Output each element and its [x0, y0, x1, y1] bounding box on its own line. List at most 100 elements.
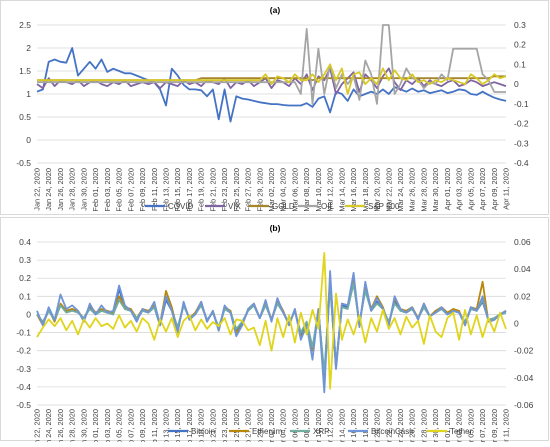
x-tick-label: Feb 13, 2020	[161, 409, 170, 442]
chart-a: -0.5 0 0.5 1 1.5 2 2.5 -0.4 -0.3 -0.2 -0.1 0 0.1 0.2 0…	[16, 20, 529, 212]
x-tick-label: Feb 23, 2020	[220, 168, 229, 212]
y-left-tick-label: 0	[26, 309, 31, 319]
y-left-tick-label: 0.3	[19, 255, 31, 265]
x-tick-label: Jan 28, 2020	[68, 168, 77, 211]
x-tick-label: Jan 24, 2020	[44, 168, 53, 211]
x-tick-label: Mar 14, 2020	[337, 409, 346, 442]
x-tick-label: Feb 19, 2020	[197, 168, 206, 212]
y-left-tick-label: 2	[26, 43, 31, 53]
x-tick-label: Feb 09, 2020	[138, 409, 147, 442]
x-tick-label: Apr 05, 2020	[466, 168, 475, 210]
x-tick-label: Feb 27, 2020	[244, 409, 253, 442]
y-right-tick-label: 0	[514, 319, 519, 329]
x-tick-label: Jan 22, 2020	[33, 168, 42, 211]
legend-label: S&P 500	[368, 202, 400, 211]
x-tick-label: Feb 07, 2020	[126, 168, 135, 212]
legend-label: VIX	[228, 202, 242, 211]
x-tick-label: Mar 28, 2020	[419, 168, 428, 212]
x-tick-label: Feb 03, 2020	[103, 409, 112, 442]
x-tick-label: Mar 10, 2020	[314, 168, 323, 212]
x-tick-label: Mar 30, 2020	[431, 409, 440, 442]
y-left-tick-label: -0.3	[16, 364, 31, 374]
y-right-tick-label: -0.4	[514, 158, 529, 168]
y-left-tick-label: 1.5	[19, 66, 31, 76]
x-tick-label: Feb 01, 2020	[91, 168, 100, 212]
x-tick-label: Feb 15, 2020	[173, 168, 182, 212]
chart-b-title: (b)	[270, 223, 281, 233]
y-right-tick-label: 0.1	[514, 59, 526, 69]
x-tick-label: Feb 05, 2020	[115, 409, 124, 442]
x-tick-label: Mar 22, 2020	[384, 168, 393, 212]
x-tick-label: Apr 01, 2020	[443, 409, 452, 442]
y-right-tick-label: 0.3	[514, 20, 526, 30]
legend-label: GOLD	[272, 202, 295, 211]
chart-b: -0.5 -0.4 -0.3 -0.2 -0.1 0 0.1 0.2 0.3 0.4 -0.06 -0…	[16, 237, 534, 447]
x-tick-label: Feb 25, 2020	[232, 168, 241, 212]
x-tick-label: Mar 04, 2020	[279, 409, 288, 442]
y-right-tick-label: 0.2	[514, 40, 526, 50]
chart-b-border	[0, 217, 549, 441]
x-tick-label: Feb 19, 2020	[197, 409, 206, 442]
y-right-tick-label: -0.02	[514, 346, 534, 356]
x-tick-label: Mar 02, 2020	[267, 409, 276, 442]
y-left-tick-label: 1	[26, 89, 31, 99]
legend-label: Etherum	[252, 427, 283, 436]
x-tick-label: Feb 15, 2020	[173, 409, 182, 442]
y-right-tick-label: -0.04	[514, 373, 534, 383]
series-line-covid	[36, 47, 507, 123]
y-left-tick-label: 0.5	[19, 112, 31, 122]
legend-label: Tether	[450, 427, 473, 436]
y-left-tick-label: 0.4	[19, 237, 31, 247]
x-tick-label: Feb 29, 2020	[255, 409, 264, 442]
x-tick-label: Feb 21, 2020	[208, 409, 217, 442]
x-tick-label: Apr 11, 2020	[502, 409, 511, 442]
x-tick-label: Mar 20, 2020	[373, 168, 382, 212]
x-tick-label: Feb 29, 2020	[255, 168, 264, 212]
x-tick-label: Mar 10, 2020	[314, 409, 323, 442]
x-tick-label: Mar 18, 2020	[361, 168, 370, 212]
x-tick-label: Feb 21, 2020	[208, 168, 217, 212]
x-tick-label: Feb 11, 2020	[150, 409, 159, 442]
x-tick-label: Feb 01, 2020	[91, 409, 100, 442]
series-line-tether	[36, 251, 507, 390]
chart-a-border	[0, 0, 549, 215]
x-tick-label: Feb 17, 2020	[185, 409, 194, 442]
x-tick-label: Apr 05, 2020	[466, 409, 475, 442]
x-tick-label: Apr 09, 2020	[490, 168, 499, 210]
x-tick-label: Feb 13, 2020	[161, 168, 170, 212]
x-tick-label: Feb 03, 2020	[103, 168, 112, 212]
x-tick-label: Apr 03, 2020	[455, 168, 464, 210]
y-right-tick-label: 0.04	[514, 264, 531, 274]
y-left-tick-label: 0.2	[19, 273, 31, 283]
x-tick-label: Mar 04, 2020	[279, 168, 288, 212]
x-tick-label: Mar 14, 2020	[337, 168, 346, 212]
x-tick-label: Apr 03, 2020	[455, 409, 464, 442]
x-tick-label: Jan 30, 2020	[79, 168, 88, 211]
y-right-tick-label: 0.02	[514, 291, 531, 301]
legend-label: BitcoinCash	[371, 427, 414, 436]
x-tick-label: Mar 08, 2020	[302, 409, 311, 442]
x-tick-label: Mar 20, 2020	[373, 409, 382, 442]
x-tick-label: Mar 16, 2020	[349, 168, 358, 212]
x-tick-label: Mar 12, 2020	[326, 409, 335, 442]
y-left-tick-label: 0.1	[19, 291, 31, 301]
x-tick-label: Feb 17, 2020	[185, 168, 194, 212]
y-left-tick-label: -0.4	[16, 382, 31, 392]
legend-label: COVID	[168, 202, 194, 211]
series-line-bitcoincash	[36, 270, 507, 394]
x-tick-label: Mar 26, 2020	[408, 409, 417, 442]
x-tick-label: Mar 26, 2020	[408, 168, 417, 212]
y-right-tick-label: -0.1	[514, 99, 529, 109]
x-tick-label: Feb 11, 2020	[150, 168, 159, 211]
x-tick-label: Feb 23, 2020	[220, 409, 229, 442]
x-tick-label: Jan 30, 2020	[79, 409, 88, 442]
x-tick-label: Jan 28, 2020	[68, 409, 77, 442]
series-line-oil	[37, 24, 506, 105]
y-right-tick-label: 0	[514, 79, 519, 89]
legend-label: Bitcoin	[191, 427, 215, 436]
x-tick-label: Mar 24, 2020	[396, 409, 405, 442]
y-right-tick-label: -0.2	[514, 119, 529, 129]
series-line-s-p-500	[37, 63, 507, 95]
